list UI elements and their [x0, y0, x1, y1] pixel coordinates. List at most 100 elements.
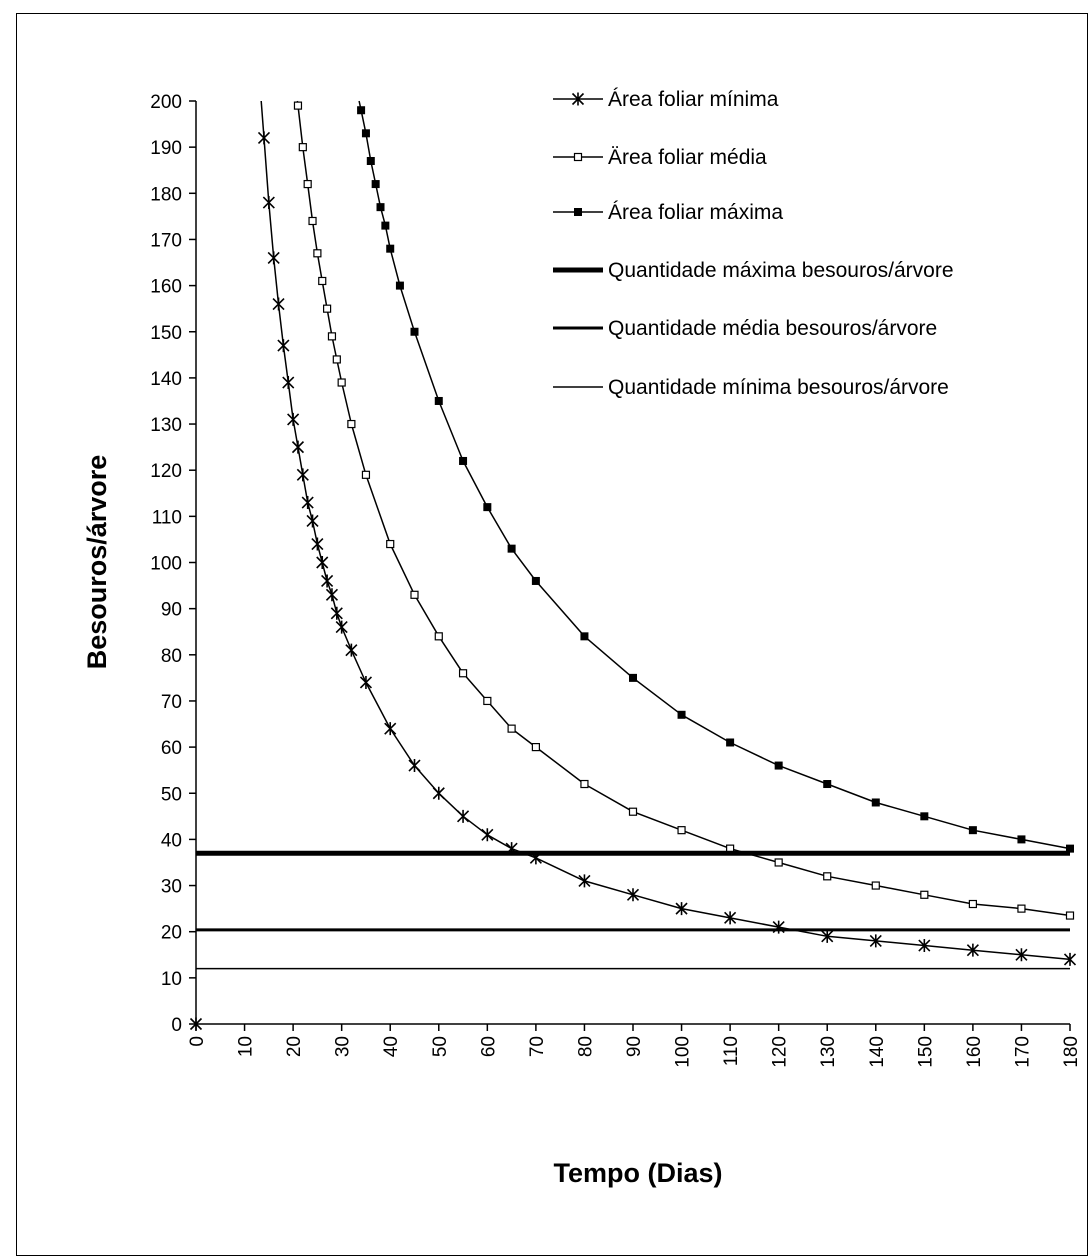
data-point [311, 537, 324, 551]
data-point [531, 742, 540, 752]
data-point [410, 590, 419, 599]
data-point [458, 669, 468, 678]
legend-label: Quantidade média besouros/árvore [608, 317, 937, 340]
data-point [869, 934, 882, 948]
data-point [282, 376, 295, 390]
axes [195, 101, 1070, 1025]
data-point [507, 544, 516, 553]
x-tick-label: 140 [867, 1036, 888, 1068]
x-axis-title: Tempo (Dias) [553, 1158, 722, 1188]
legend-marker [573, 152, 583, 162]
data-point [456, 809, 470, 823]
data-point [291, 440, 305, 454]
data-point [918, 939, 931, 953]
y-tick-label: 190 [150, 138, 182, 159]
y-tick-label: 180 [150, 184, 182, 205]
data-point [347, 419, 356, 429]
tick-labels: 0102030405060708090100110120130140150160… [150, 92, 1082, 1068]
x-tick-label: 10 [236, 1036, 257, 1057]
data-point [395, 281, 404, 290]
x-tick-label: 60 [478, 1036, 499, 1057]
data-point [306, 514, 319, 528]
data-point [330, 606, 343, 620]
data-point [296, 468, 309, 482]
data-point [774, 858, 783, 867]
data-point [966, 943, 979, 957]
data-point [580, 779, 589, 789]
series-area-foliar-media [293, 100, 1075, 920]
data-point [359, 675, 373, 689]
data-point [386, 539, 395, 549]
x-tick-label: 170 [1012, 1036, 1033, 1068]
y-tick-label: 110 [152, 507, 182, 528]
data-point [1015, 948, 1028, 962]
data-point [629, 673, 637, 682]
data-point [384, 722, 397, 736]
data-point [313, 249, 322, 258]
series-area-foliar-minima [189, 100, 1077, 1031]
data-point [262, 196, 275, 210]
x-tick-label: 160 [964, 1036, 985, 1068]
data-point [823, 872, 832, 881]
data-point [871, 881, 880, 890]
data-point [303, 179, 312, 189]
y-tick-label: 90 [161, 600, 182, 621]
data-point [376, 203, 385, 212]
plot-lines [189, 100, 1077, 1031]
legend-marker [571, 92, 585, 106]
y-tick-label: 20 [161, 923, 182, 944]
y-tick-label: 170 [150, 230, 182, 251]
data-point [410, 327, 419, 336]
x-tick-label: 90 [624, 1036, 645, 1057]
data-point [531, 576, 540, 585]
data-point [335, 620, 348, 634]
data-point [361, 470, 371, 479]
x-tick-label: 110 [721, 1036, 742, 1066]
data-point [287, 412, 300, 426]
legend-marker [574, 208, 582, 216]
legend-label: Quantidade mínima besouros/árvore [608, 376, 949, 399]
legend-label: Área foliar máxima [608, 201, 783, 224]
data-point [298, 143, 307, 152]
data-point [628, 807, 638, 816]
data-point [1017, 904, 1026, 913]
y-tick-label: 150 [150, 323, 182, 344]
data-point [481, 828, 494, 842]
data-point [920, 812, 929, 821]
x-tick-label: 70 [527, 1036, 548, 1057]
data-point [327, 332, 337, 341]
data-point [675, 902, 688, 916]
x-tick-label: 180 [1061, 1036, 1082, 1068]
series-line-area-foliar-minima [260, 100, 1071, 961]
y-tick-label: 120 [150, 461, 182, 482]
data-point [483, 696, 492, 706]
data-point [968, 899, 977, 909]
x-tick-label: 80 [575, 1036, 596, 1057]
legend-item-area-foliar-minima: Área foliar mínima [553, 88, 779, 111]
legend-item-quantidade-maxima-besouros-arvore: Quantidade máxima besouros/árvore [553, 259, 954, 282]
data-point [432, 786, 445, 800]
y-axis-title: Besouros/árvore [82, 455, 112, 670]
y-tick-label: 160 [150, 277, 182, 298]
data-point [257, 131, 271, 145]
x-tick-label: 30 [333, 1036, 354, 1057]
data-point [677, 826, 686, 835]
x-tick-label: 50 [430, 1036, 451, 1057]
data-point [774, 761, 783, 770]
data-point [323, 304, 332, 313]
y-tick-label: 130 [150, 415, 182, 436]
data-point [507, 724, 516, 733]
legend-label: Ärea foliar média [608, 146, 767, 169]
data-point [1065, 911, 1075, 920]
x-tick-label: 130 [818, 1036, 839, 1068]
data-point [337, 378, 346, 387]
legend-label: Área foliar mínima [608, 88, 779, 111]
data-point [823, 780, 832, 789]
data-point [1017, 835, 1026, 844]
data-point [318, 276, 327, 286]
x-tick-label: 40 [381, 1036, 402, 1057]
y-tick-label: 80 [161, 646, 182, 667]
data-point [267, 251, 280, 265]
data-point [325, 588, 339, 602]
y-tick-label: 200 [150, 92, 182, 113]
